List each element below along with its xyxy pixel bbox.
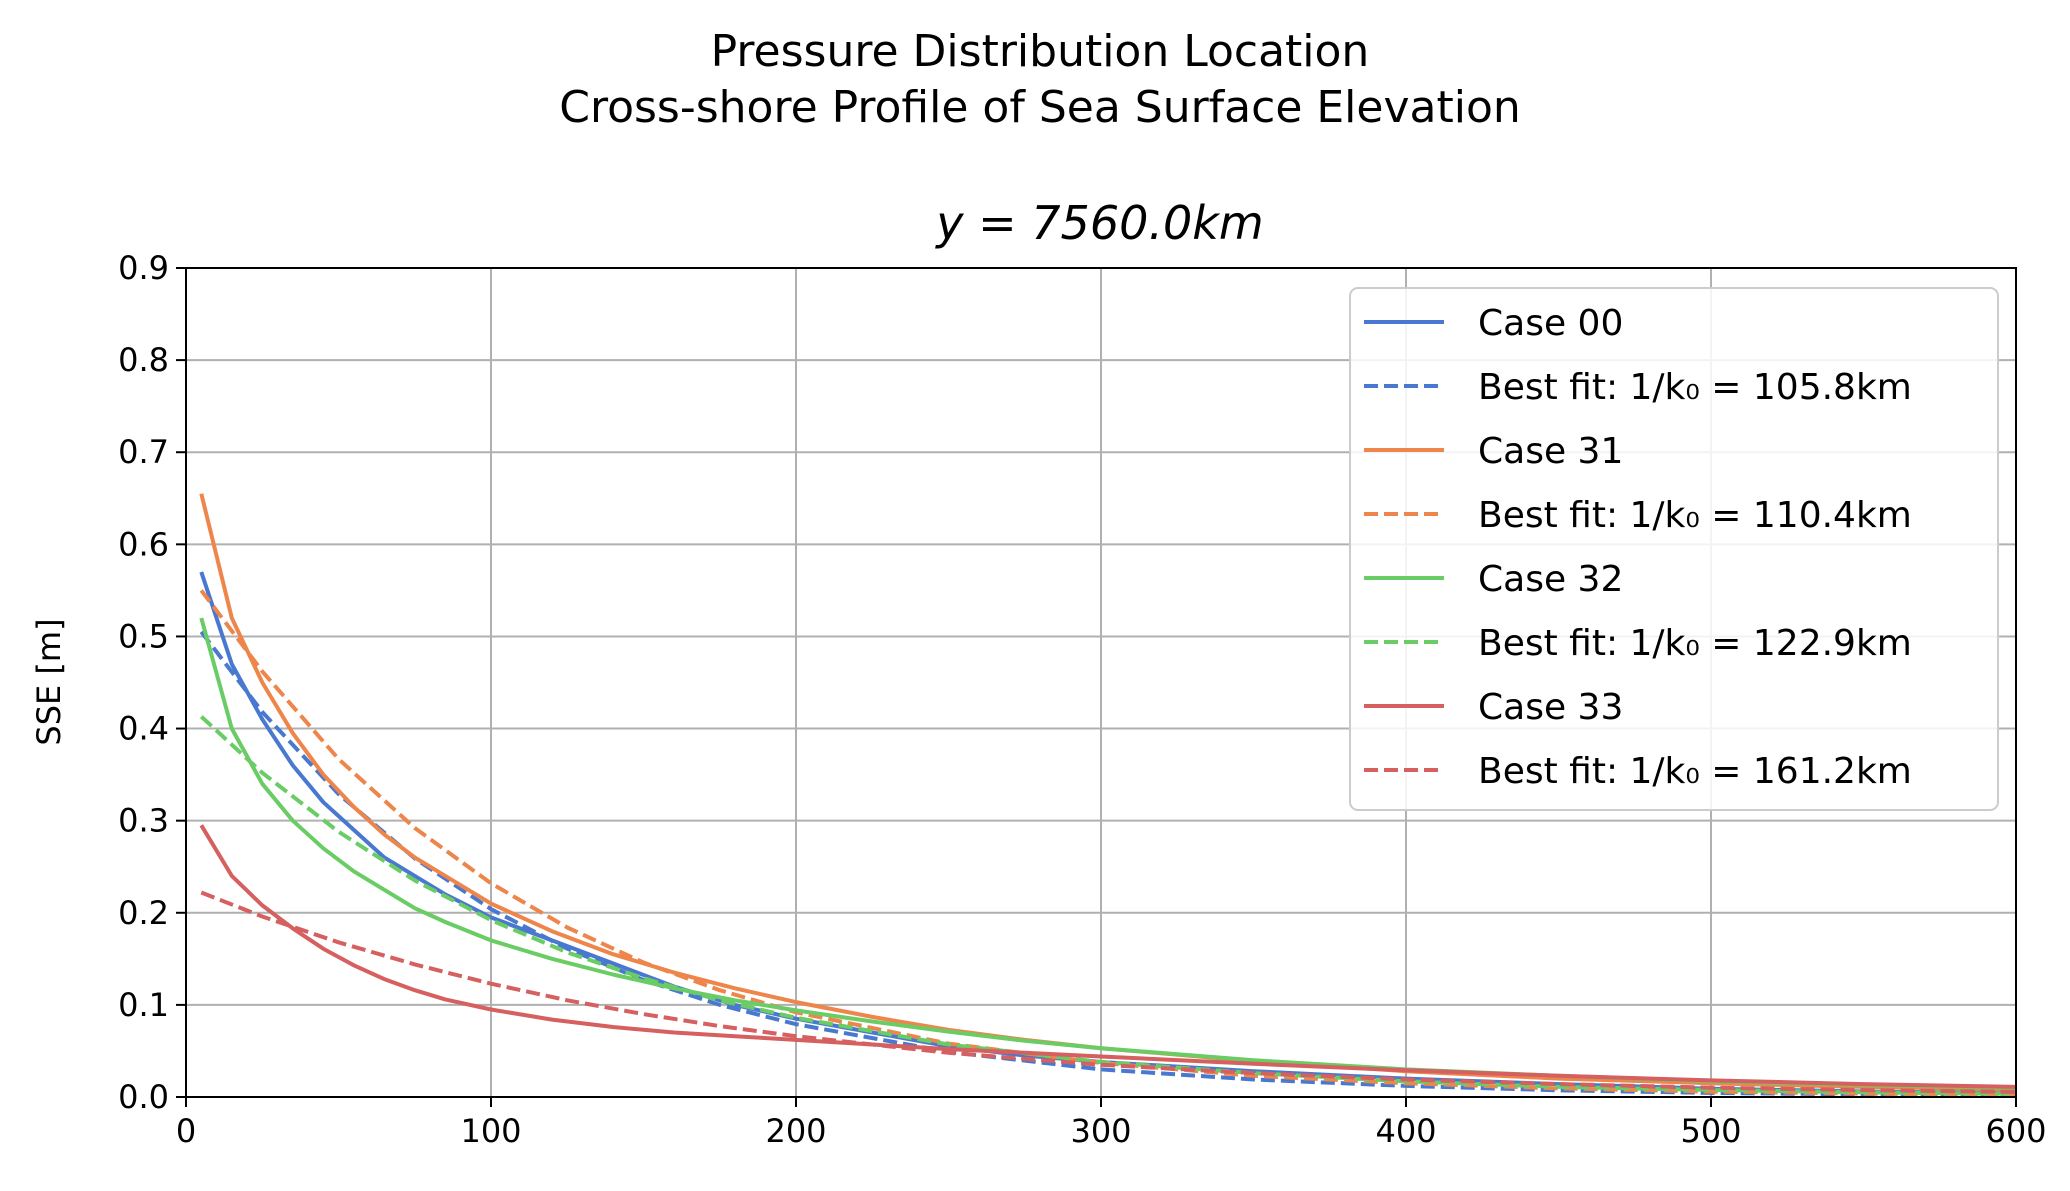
x-ticks: 0 100 200 300 400 500 600 (176, 1097, 2047, 1150)
y-tick-label: 0.7 (118, 433, 169, 471)
y-tick-label: 0.5 (118, 617, 169, 655)
x-tick-label: 100 (460, 1112, 521, 1150)
y-tick-label: 0.6 (118, 525, 169, 563)
x-tick-label: 600 (1985, 1112, 2046, 1150)
series-line-6 (199, 824, 2016, 1089)
y-tick-label: 0.2 (118, 894, 169, 932)
chart-subtitle: Cross-shore Profile of Sea Surface Eleva… (559, 82, 1521, 133)
series-line-7 (200, 890, 2016, 1094)
legend-box (1349, 287, 1999, 811)
x-tick-label: 400 (1375, 1112, 1436, 1150)
y-tick-label: 0.9 (118, 249, 169, 287)
legend-label: Best fit: 1/k₀ = 105.8km (1478, 367, 1912, 408)
legend-label: Best fit: 1/k₀ = 110.4km (1478, 495, 1912, 536)
axes-title: y = 7560.0km (934, 196, 1263, 250)
y-ticks: 0.0 0.1 0.2 0.3 0.4 0.5 0.6 0.7 0.8 0.9 (118, 249, 186, 1116)
x-tick-label: 0 (176, 1112, 196, 1150)
legend-label: Best fit: 1/k₀ = 122.9km (1478, 623, 1912, 664)
x-tick-label: 200 (765, 1112, 826, 1150)
legend-label: Case 33 (1478, 687, 1623, 728)
legend-label: Best fit: 1/k₀ = 161.2km (1478, 751, 1912, 792)
y-axis-label: SSE [m] (30, 618, 68, 745)
y-tick-label: 0.4 (118, 710, 169, 748)
y-tick-label: 0.0 (118, 1078, 169, 1116)
legend-label: Case 00 (1478, 303, 1623, 344)
x-tick-label: 500 (1680, 1112, 1741, 1150)
legend-label: Case 32 (1478, 559, 1623, 600)
y-tick-label: 0.1 (118, 986, 169, 1024)
series-lines (199, 493, 2016, 1097)
y-tick-label: 0.8 (118, 341, 169, 379)
chart-title: Pressure Distribution Location (711, 26, 1370, 77)
legend: Case 00 Best fit: 1/k₀ = 105.8km Case 31 Be… (1349, 287, 1999, 811)
legend-label: Case 31 (1478, 431, 1623, 472)
x-tick-label: 300 (1070, 1112, 1131, 1150)
y-tick-label: 0.3 (118, 802, 169, 840)
